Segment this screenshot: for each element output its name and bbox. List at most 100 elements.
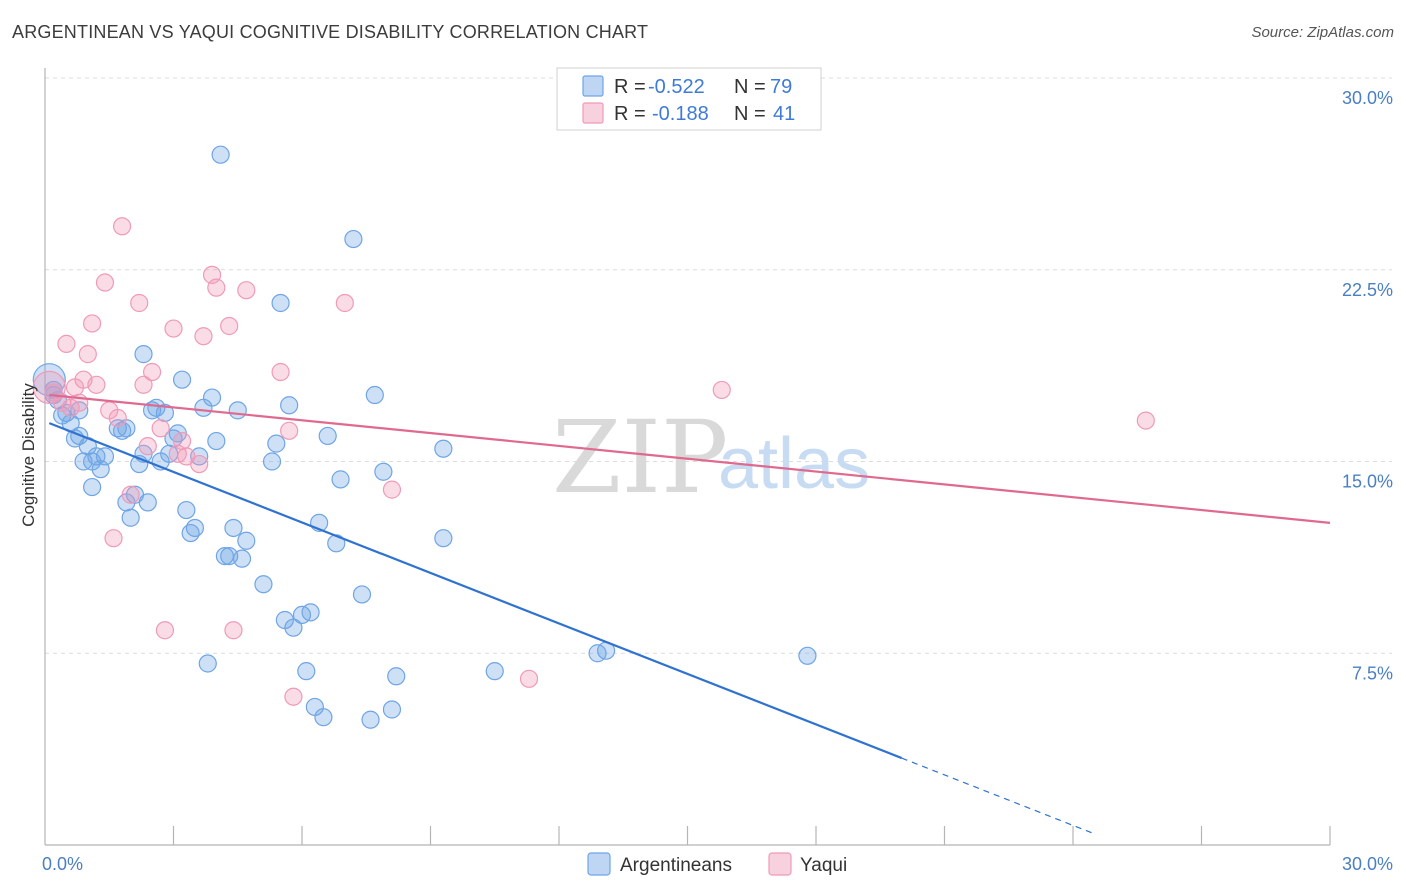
point-argentineans <box>382 700 402 719</box>
point-argentineans <box>95 447 115 466</box>
legend-swatch-argentineans <box>582 75 604 97</box>
point-argentineans <box>262 452 282 471</box>
point-argentineans <box>138 493 157 512</box>
point-yaqui <box>220 316 239 336</box>
point-argentineans <box>387 667 406 686</box>
point-yaqui <box>138 437 157 456</box>
point-argentineans <box>202 388 222 407</box>
point-yaqui <box>1136 411 1155 430</box>
x-tick-label-min: 0.0% <box>42 854 83 874</box>
legend-n-label-yaqui: N = <box>734 103 766 125</box>
point-yaqui <box>271 362 290 382</box>
trend-line-yaqui <box>49 393 1331 524</box>
chart-title: ARGENTINEAN VS YAQUI COGNITIVE DISABILIT… <box>12 22 649 42</box>
point-argentineans <box>271 293 290 313</box>
point-yaqui <box>108 408 127 428</box>
point-yaqui <box>130 293 149 313</box>
y-axis-title: Cognitive Disability <box>19 383 38 527</box>
point-argentineans <box>224 518 243 538</box>
point-argentineans <box>284 618 303 637</box>
point-argentineans <box>344 229 363 249</box>
legend-swatch-yaqui <box>582 102 604 124</box>
point-yaqui <box>237 281 256 300</box>
point-argentineans <box>147 398 166 417</box>
axes <box>44 68 1331 846</box>
point-yaqui <box>164 319 183 338</box>
watermark-zip: ZIP <box>552 399 728 516</box>
point-argentineans <box>297 662 316 681</box>
point-yaqui <box>194 327 213 346</box>
point-yaqui <box>57 334 76 353</box>
bottom-legend-swatch-argentineans <box>587 852 611 876</box>
legend-box: R = -0.522 N = 79 R = -0.188 N = 41 <box>556 67 822 131</box>
point-argentineans <box>198 654 217 673</box>
point-argentineans <box>331 470 350 489</box>
trend-lines <box>48 393 1331 835</box>
trend-line-extension-argentineans <box>901 757 1095 835</box>
point-yaqui <box>83 314 102 333</box>
point-argentineans <box>361 710 380 729</box>
bottom-legend-label-argentineans: Argentineans <box>620 855 732 876</box>
point-argentineans <box>485 662 504 681</box>
legend-frame <box>556 67 822 131</box>
point-argentineans <box>177 500 196 520</box>
point-yaqui <box>335 293 354 313</box>
point-yaqui <box>207 278 226 297</box>
y-tick-label: 22.5% <box>1342 280 1393 300</box>
point-argentineans <box>254 575 273 594</box>
point-yaqui <box>112 217 132 236</box>
point-argentineans <box>798 646 817 665</box>
point-yaqui <box>121 485 140 504</box>
legend-n-value-argentineans: 79 <box>770 76 792 98</box>
point-yaqui <box>280 421 299 440</box>
point-argentineans <box>232 549 252 568</box>
y-tick-label: 30.0% <box>1342 88 1393 108</box>
watermark: ZIP atlas <box>552 399 870 516</box>
y-tick-label: 7.5% <box>1352 663 1393 683</box>
point-yaqui <box>712 380 731 400</box>
point-argentineans <box>172 370 192 389</box>
bottom-legend: Argentineans Yaqui <box>587 852 847 876</box>
y-tick-label: 15.0% <box>1342 472 1393 492</box>
y-tick-labels: 7.5% 15.0% 22.5% 30.0% <box>1342 88 1393 683</box>
point-yaqui <box>172 431 192 451</box>
point-argentineans <box>365 385 384 405</box>
trend-line-argentineans <box>48 422 903 760</box>
bottom-legend-swatch-yaqui <box>768 852 792 876</box>
point-argentineans <box>185 518 205 538</box>
point-yaqui <box>151 419 170 438</box>
point-argentineans <box>280 396 299 415</box>
point-yaqui <box>134 375 153 394</box>
point-argentineans <box>434 439 453 458</box>
point-yaqui <box>224 621 243 640</box>
point-argentineans <box>301 603 320 622</box>
gridlines <box>45 77 1392 654</box>
point-argentineans <box>434 529 453 548</box>
point-argentineans <box>211 145 230 164</box>
point-argentineans <box>352 585 372 604</box>
point-argentineans <box>134 345 153 364</box>
point-argentineans <box>207 431 226 451</box>
point-yaqui <box>142 362 162 382</box>
point-argentineans <box>267 434 286 453</box>
point-argentineans <box>237 531 256 550</box>
bottom-legend-label-yaqui: Yaqui <box>800 855 847 876</box>
point-yaqui <box>95 273 115 292</box>
x-tick-label-max: 30.0% <box>1342 854 1393 874</box>
point-argentineans <box>121 508 140 527</box>
legend-r-value-argentineans: -0.522 <box>648 76 705 98</box>
point-argentineans <box>228 401 247 420</box>
source-label: Source: ZipAtlas.com <box>1251 24 1394 41</box>
x-tick-labels: 0.0% 30.0% <box>42 854 1393 874</box>
point-yaqui <box>87 375 106 394</box>
legend-r-label-argentineans: R = <box>614 76 646 98</box>
point-argentineans <box>190 447 209 466</box>
point-argentineans <box>374 462 393 481</box>
point-argentineans <box>318 426 337 446</box>
legend-n-value-yaqui: 41 <box>773 103 795 125</box>
point-argentineans <box>314 708 333 727</box>
point-yaqui <box>382 480 402 499</box>
point-yaqui <box>519 669 539 688</box>
point-yaqui <box>104 529 123 548</box>
